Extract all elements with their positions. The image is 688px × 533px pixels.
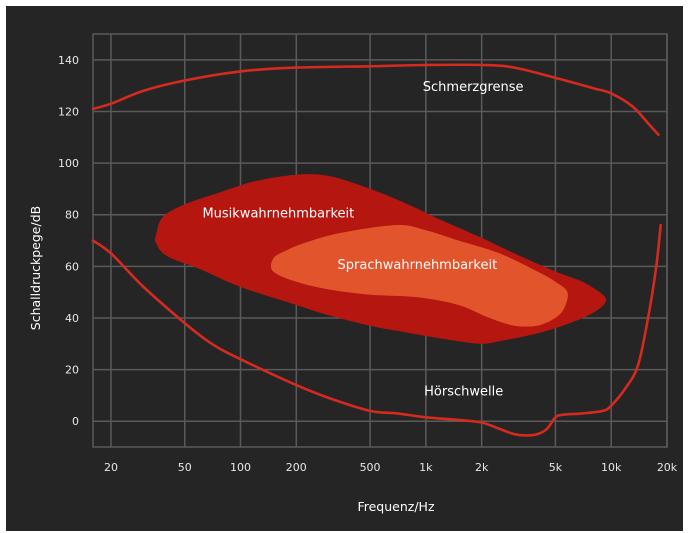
curve-lines bbox=[91, 63, 662, 437]
y-tick-120: 120 bbox=[58, 105, 79, 118]
x-axis-label: Frequenz/Hz bbox=[357, 499, 434, 514]
y-tick-40: 40 bbox=[65, 312, 79, 325]
y-axis-label: Schalldruckpege/dB bbox=[28, 206, 43, 330]
y-tick-60: 60 bbox=[65, 260, 79, 273]
label-musikwahrnehmbarkeit: Musikwahrnehmbarkeit bbox=[202, 206, 354, 221]
y-tick-0: 0 bbox=[72, 415, 79, 428]
line-schmerzgrense bbox=[91, 63, 660, 136]
label-schmerzgrense: Schmerzgrense bbox=[423, 80, 524, 95]
region-labels: Schmerzgrense Musikwahrnehmbarkeit Sprachw… bbox=[202, 80, 523, 400]
x-tick-200: 200 bbox=[286, 461, 307, 474]
x-tick-50: 50 bbox=[178, 461, 192, 474]
x-tick-500: 500 bbox=[360, 461, 381, 474]
y-tick-140: 140 bbox=[58, 54, 79, 67]
y-tick-100: 100 bbox=[58, 157, 79, 170]
y-tick-80: 80 bbox=[65, 209, 79, 222]
x-tick-100: 100 bbox=[230, 461, 251, 474]
x-tick-1k: 1k bbox=[419, 461, 433, 474]
x-tick-10k: 10k bbox=[601, 461, 622, 474]
x-tick-20k: 20k bbox=[657, 461, 678, 474]
label-sprachwahrnehmbarkeit: Sprachwahrnehmbarkeit bbox=[338, 258, 498, 273]
x-tick-20: 20 bbox=[104, 461, 118, 474]
area-sprachwahrnehmbarkeit bbox=[270, 224, 568, 327]
line-h-rschwelle bbox=[91, 223, 662, 437]
y-tick-20: 20 bbox=[65, 364, 79, 377]
x-tick-2k: 2k bbox=[475, 461, 489, 474]
x-tick-labels: 20 50 100 200 500 1k 2k 5k 10k 20k bbox=[104, 461, 678, 474]
label-h-rschwelle: Hörschwelle bbox=[424, 384, 503, 399]
area-regions bbox=[154, 174, 607, 344]
x-tick-5k: 5k bbox=[549, 461, 563, 474]
y-tick-labels: 0 20 40 60 80 100 120 140 bbox=[58, 54, 79, 428]
grid-lines bbox=[93, 34, 668, 447]
